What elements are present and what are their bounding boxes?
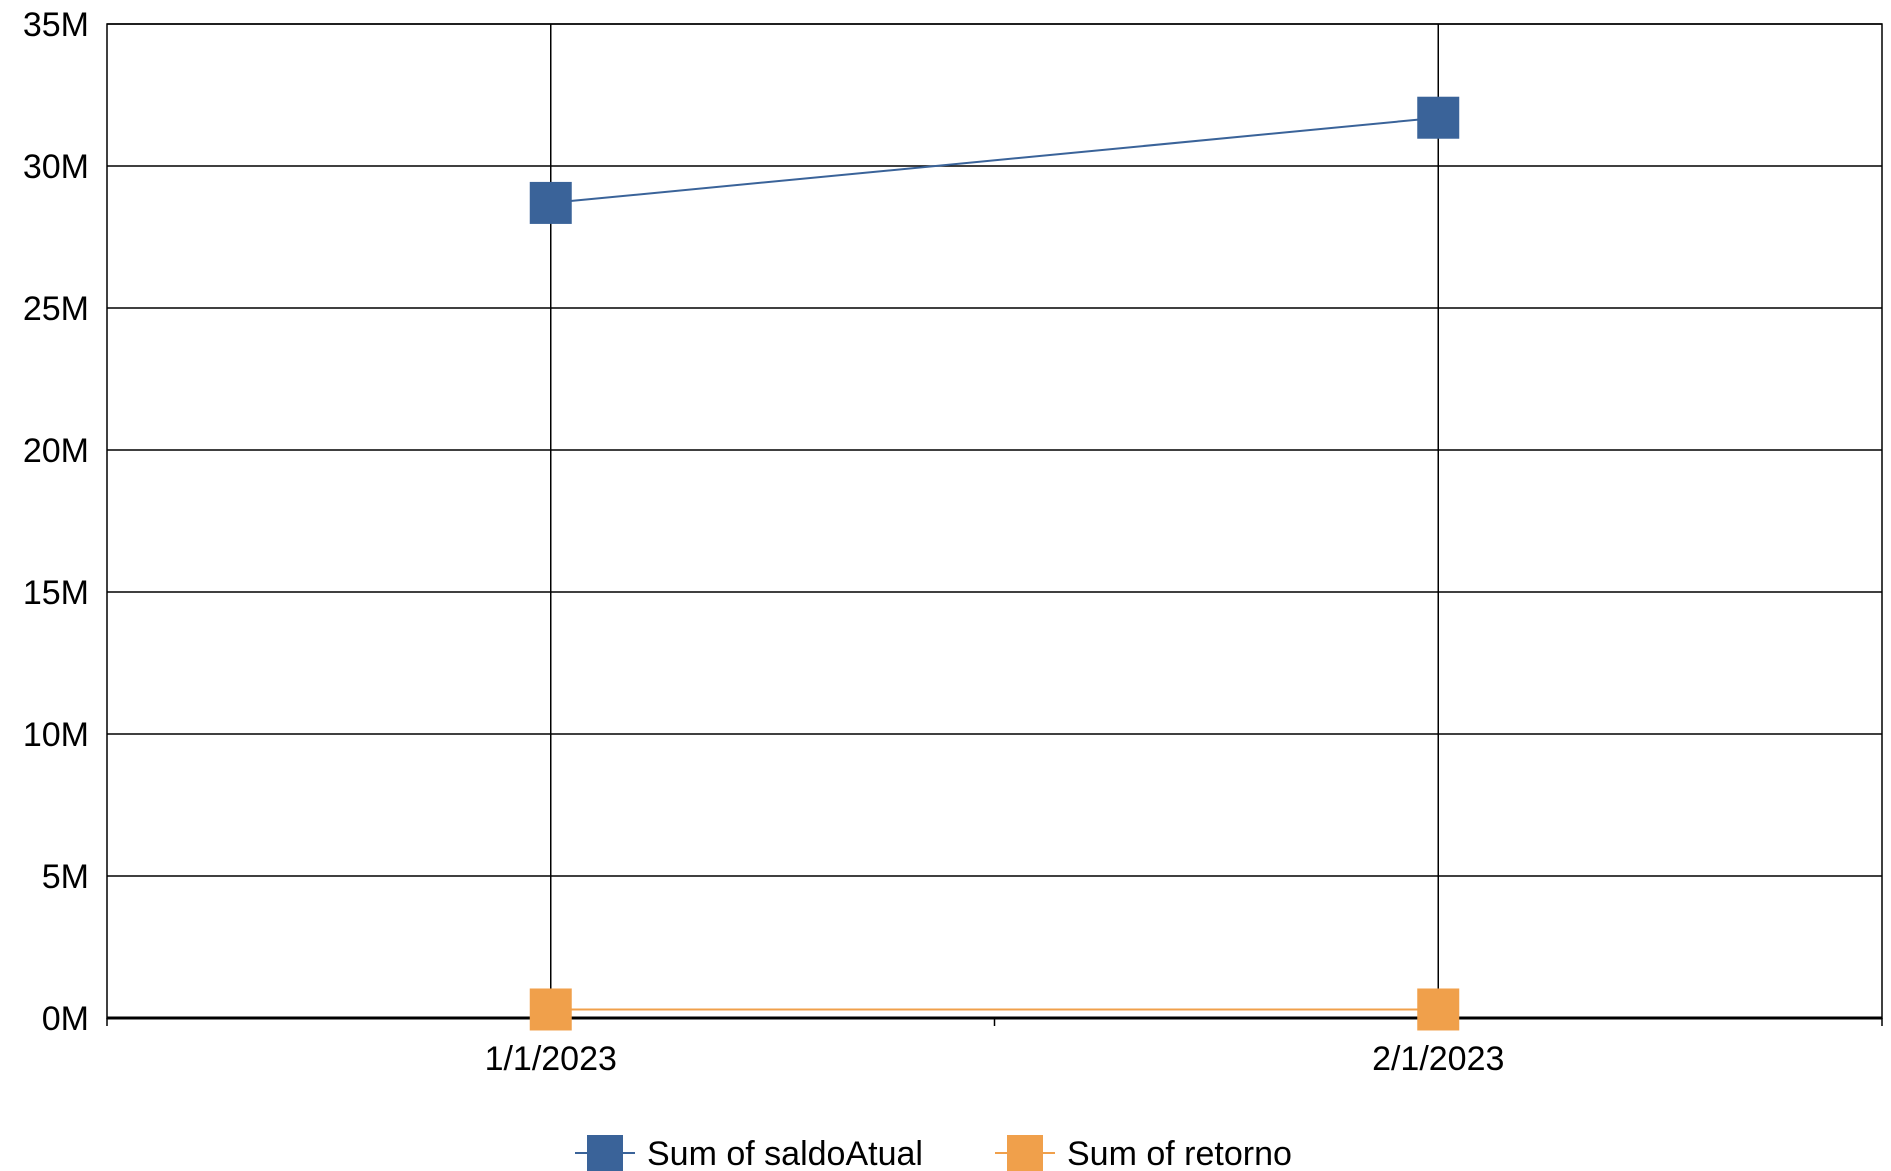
legend-swatch xyxy=(587,1135,623,1171)
y-tick-label: 25M xyxy=(23,290,89,328)
legend-label: Sum of saldoAtual xyxy=(647,1135,923,1171)
y-tick-label: 15M xyxy=(23,574,89,612)
series-layer xyxy=(529,96,1460,1031)
y-axis: 0M 5M 10M 15M 20M 25M 30M 35M xyxy=(23,6,89,1038)
legend-item: Sum of retorno xyxy=(995,1135,1292,1171)
series-0 xyxy=(529,96,1460,224)
series-1 xyxy=(529,988,1460,1031)
legend-item: Sum of saldoAtual xyxy=(575,1135,923,1171)
x-tick-label: 2/1/2023 xyxy=(1372,1040,1504,1078)
y-tick-label: 10M xyxy=(23,716,89,754)
legend-label: Sum of retorno xyxy=(1067,1135,1292,1171)
data-point xyxy=(529,181,572,224)
y-tick-label: 0M xyxy=(42,1000,89,1038)
x-axis: 1/1/2023 2/1/2023 xyxy=(106,1016,1883,1078)
legend-swatch xyxy=(1007,1135,1043,1171)
series-line xyxy=(550,116,1439,204)
data-point xyxy=(529,988,572,1031)
plot-border xyxy=(106,23,1883,1019)
x-tick-label: 1/1/2023 xyxy=(485,1040,617,1078)
data-point xyxy=(1417,988,1460,1031)
gridlines xyxy=(107,23,1882,1019)
y-tick-label: 30M xyxy=(23,148,89,186)
plot-area xyxy=(106,23,1883,1019)
y-tick-label: 35M xyxy=(23,6,89,44)
data-point xyxy=(1417,96,1460,139)
y-tick-label: 20M xyxy=(23,432,89,470)
y-tick-label: 5M xyxy=(42,858,89,896)
legend: Sum of saldoAtual Sum of retorno xyxy=(575,1135,1292,1171)
